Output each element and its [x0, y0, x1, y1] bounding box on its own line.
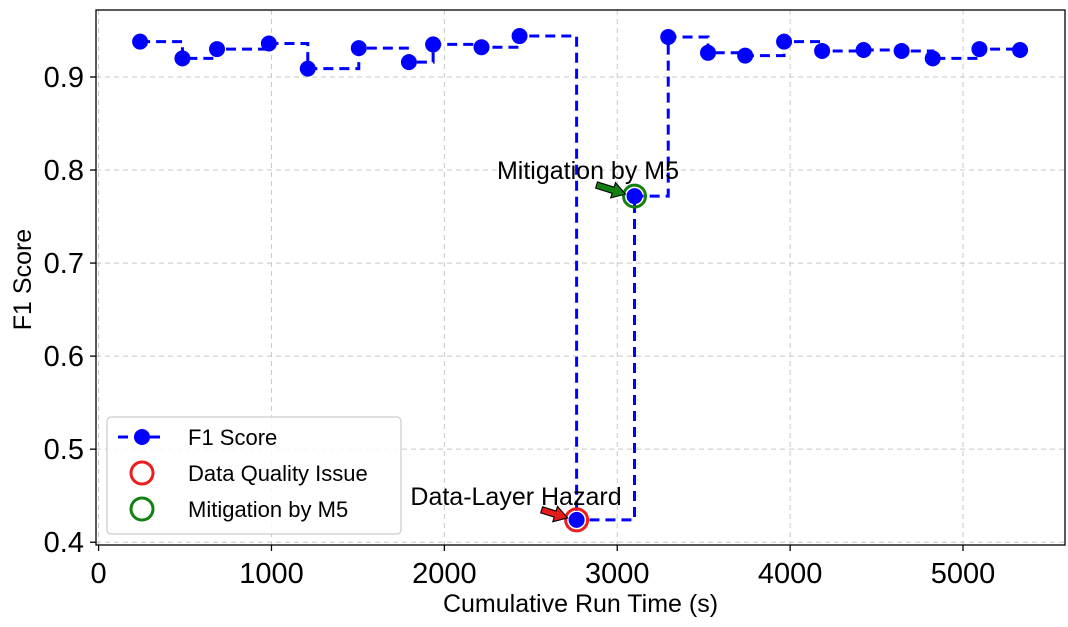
- data-point: [660, 28, 677, 45]
- legend-entry-mitigation: Mitigation by M5: [129, 496, 348, 522]
- x-tick-label: 3000: [585, 558, 650, 590]
- data-point: [400, 54, 417, 71]
- data-point: [924, 50, 941, 67]
- legend-label-data-quality-issue: Data Quality Issue: [188, 461, 368, 486]
- data-point: [626, 188, 643, 205]
- legend-label-mitigation: Mitigation by M5: [188, 497, 348, 522]
- legend: F1 Score Data Quality Issue Mitigation b…: [106, 416, 402, 535]
- data-point: [814, 42, 831, 59]
- x-tick-label: 1000: [239, 558, 304, 590]
- data-point: [855, 42, 872, 59]
- data-point: [473, 39, 490, 56]
- data-point: [776, 33, 793, 50]
- data-point: [174, 50, 191, 67]
- legend-box: [106, 416, 402, 535]
- x-tick-label: 2000: [412, 558, 477, 590]
- x-axis-label: Cumulative Run Time (s): [443, 590, 718, 618]
- plot-frame: [95, 9, 1066, 546]
- highlight-ring: [622, 183, 648, 209]
- y-tick-label: 0.7: [44, 248, 84, 280]
- f1-points: [132, 28, 1029, 528]
- data-point: [350, 40, 367, 57]
- highlight-circles: [564, 183, 648, 533]
- legend-marker-swatch: [134, 429, 150, 445]
- legend-ring-swatch-red: [129, 460, 155, 486]
- y-tick-label: 0.6: [44, 341, 84, 373]
- y-tick-label: 0.5: [44, 434, 84, 466]
- x-tick-label: 4000: [758, 558, 823, 590]
- data-point: [737, 47, 754, 64]
- data-point: [700, 44, 716, 61]
- data-point: [568, 511, 585, 528]
- y-tick-label: 0.9: [44, 62, 84, 94]
- annotation-arrow: [594, 181, 627, 199]
- legend-label-f1-score: F1 Score: [188, 425, 277, 450]
- y-axis-ticks: 0.4 0.5 0.6 0.7 0.8 0.9: [44, 62, 96, 559]
- annotations: Data-Layer Hazard Mitigation by M5: [410, 157, 679, 523]
- y-tick-label: 0.4: [44, 527, 84, 559]
- x-axis-ticks: 0 1000 2000 3000 4000 5000: [91, 545, 996, 590]
- data-point: [209, 41, 226, 58]
- data-point: [132, 33, 149, 50]
- x-tick-label: 0: [91, 558, 107, 590]
- x-tick-label: 5000: [931, 558, 996, 590]
- data-point: [299, 60, 316, 77]
- data-point: [260, 35, 277, 52]
- y-tick-label: 0.8: [44, 155, 84, 187]
- data-point: [1012, 42, 1029, 59]
- data-point: [971, 41, 988, 58]
- data-point: [425, 36, 442, 53]
- y-axis-label: F1 Score: [9, 229, 37, 330]
- highlight-ring: [564, 507, 590, 533]
- annotation-arrow: [540, 505, 569, 523]
- legend-ring-swatch-green: [129, 496, 155, 522]
- annotation-text: Data-Layer Hazard: [410, 483, 621, 511]
- data-point: [511, 28, 528, 45]
- data-point: [893, 42, 910, 59]
- annotation-text: Mitigation by M5: [497, 157, 679, 185]
- legend-entry-data-quality-issue: Data Quality Issue: [129, 460, 368, 486]
- legend-entry-f1-score: F1 Score: [118, 425, 277, 450]
